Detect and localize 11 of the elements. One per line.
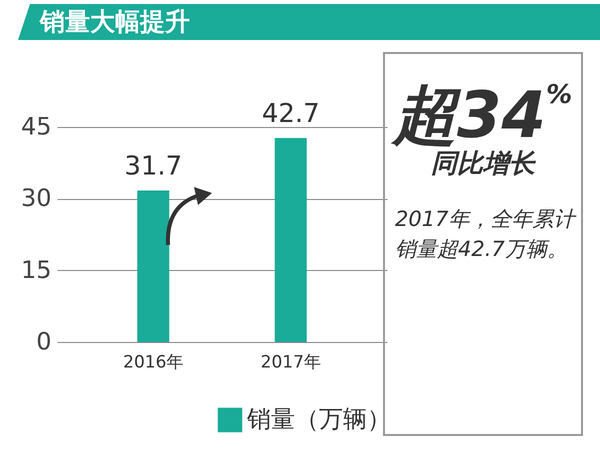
chart-title: 销量大幅提升 (40, 6, 190, 38)
data-label: 42.7 (262, 98, 320, 129)
x-tick-label: 2016年 (123, 352, 184, 372)
text: 2017年，全年累计销量超42.7万辆。 (395, 206, 575, 263)
x-tick-label: 2017年 (260, 352, 321, 372)
y-tick-label: 30 (20, 184, 52, 212)
y-tick-label: 15 (20, 256, 52, 284)
data-label: 31.7 (124, 152, 182, 182)
y-tick-label: 45 (20, 112, 52, 140)
legend-label: 销量（万辆） (246, 405, 391, 433)
y-tick-label: 0 (36, 328, 52, 356)
